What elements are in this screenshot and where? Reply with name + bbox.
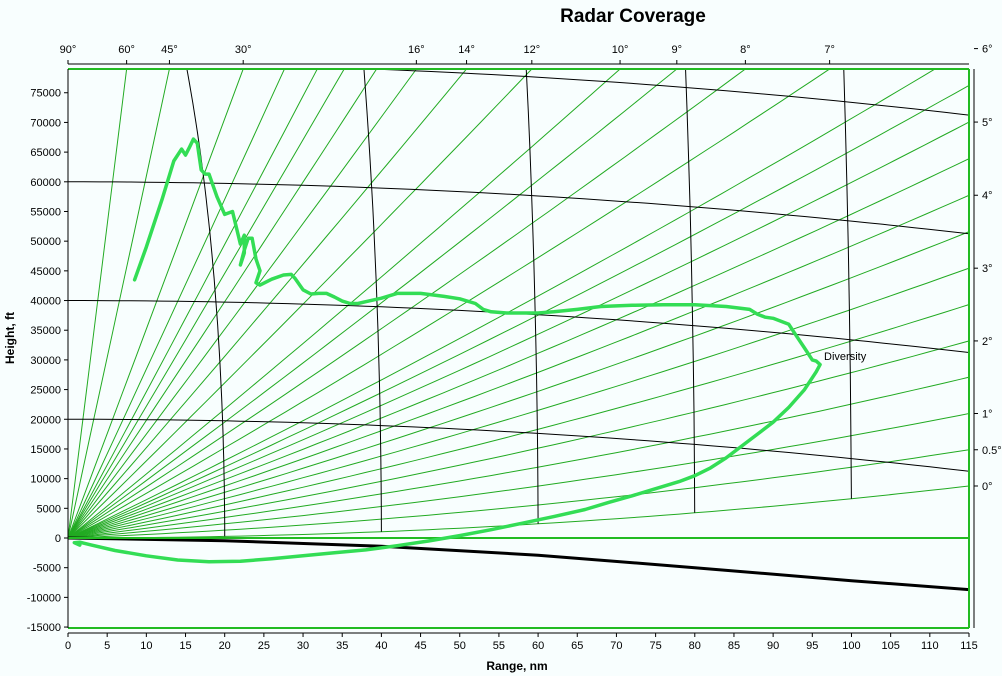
right-angle-label-5: 5° [982,117,993,129]
y-tick-label-10000: 10000 [30,474,61,486]
chart-title: Radar Coverage [560,6,706,27]
height-arc-80000 [359,69,969,116]
x-tick-label-35: 35 [336,640,348,652]
x-tick-label-70: 70 [610,640,622,652]
elevation-ray-9 [68,69,678,539]
top-angle-label-7: 7° [824,44,835,56]
x-tick-label-90: 90 [767,640,779,652]
right-angle-label-4: 4° [982,190,993,202]
y-tick-label-20000: 20000 [30,414,61,426]
top-angle-label-10: 10° [612,44,629,56]
right-angle-label-1: 1° [982,409,993,421]
y-tick-label-25000: 25000 [30,385,61,397]
x-tick-label-15: 15 [179,640,191,652]
y-tick-label--5000: -5000 [33,563,61,575]
x-tick-label-55: 55 [493,640,505,652]
elevation-ray-18 [68,69,378,539]
elevation-ray-25 [68,69,285,539]
top-angle-label-14: 14° [458,44,475,56]
x-tick-label-25: 25 [258,640,270,652]
x-tick-label-85: 85 [728,640,740,652]
y-tick-label-60000: 60000 [30,177,61,189]
right-angle-label-0: 0° [982,481,993,493]
elevation-ray-12 [68,69,533,539]
top-angle-label-60: 60° [118,44,135,56]
x-tick-label-60: 60 [532,640,544,652]
top-angle-label-30: 30° [235,44,252,56]
x-tick-label-75: 75 [649,640,661,652]
range-arc-40 [363,69,382,532]
elevation-ray-14 [68,69,468,539]
y-tick-label--10000: -10000 [27,592,61,604]
right-angle-label-6: 6° [982,44,993,56]
x-tick-label-45: 45 [414,640,426,652]
y-tick-label-15000: 15000 [30,444,61,456]
right-angle-label-3: 3° [982,263,993,275]
x-axis-title: Range, nm [486,659,547,673]
x-tick-label-5: 5 [104,640,110,652]
x-tick-label-65: 65 [571,640,583,652]
y-tick-label-5000: 5000 [37,503,61,515]
y-tick-label-50000: 50000 [30,236,61,248]
y-tick-label-45000: 45000 [30,266,61,278]
y-tick-label--15000: -15000 [27,622,61,634]
right-angle-label-2: 2° [982,336,993,348]
elevation-ray-20 [68,69,345,539]
x-tick-label-105: 105 [881,640,899,652]
top-angle-label-12: 12° [523,44,540,56]
elevation-ray-16 [68,69,418,539]
x-tick-label-40: 40 [375,640,387,652]
y-tick-label-65000: 65000 [30,147,61,159]
x-tick-label-115: 115 [960,640,978,652]
x-tick-label-10: 10 [140,640,152,652]
top-angle-label-16: 16° [408,44,425,56]
x-tick-label-110: 110 [921,640,939,652]
y-tick-label-40000: 40000 [30,296,61,308]
elevation-ray-10 [68,69,621,539]
right-angle-label-0-5: 0.5° [982,445,1002,457]
x-tick-label-0: 0 [65,640,71,652]
x-tick-label-95: 95 [806,640,818,652]
y-axis-title: Height, ft [3,312,17,364]
y-tick-label-30000: 30000 [30,355,61,367]
x-tick-label-100: 100 [842,640,860,652]
plot-inner [68,69,969,592]
elevation-ray-22 [68,69,318,539]
top-angle-label-8: 8° [740,44,751,56]
y-tick-label-35000: 35000 [30,325,61,337]
x-tick-label-30: 30 [297,640,309,652]
top-angle-label-45: 45° [161,44,178,56]
series-annotation-0: Diversity [824,351,867,363]
coverage-line-0 [72,137,822,564]
x-tick-label-50: 50 [454,640,466,652]
x-tick-label-20: 20 [219,640,231,652]
y-tick-label-70000: 70000 [30,117,61,129]
y-tick-label-55000: 55000 [30,206,61,218]
x-tick-label-80: 80 [689,640,701,652]
height-arc-60000 [68,181,969,235]
y-tick-label-75000: 75000 [30,88,61,100]
top-angle-label-90: 90° [60,44,77,56]
plot-area: 0 5 10 15 20 25 30 35 40 45 50 55 60 65 70 75 80 85 90 95 10… [27,44,1002,652]
top-angle-label-9: 9° [672,44,683,56]
range-arc-20 [186,69,226,537]
earth-curve [68,536,969,592]
height-arc-20000 [68,418,969,472]
y-tick-label-0: 0 [55,533,61,545]
